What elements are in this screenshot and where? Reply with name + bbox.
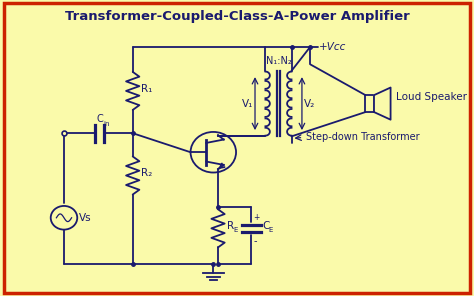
Text: V₁: V₁ <box>242 99 253 109</box>
Text: E: E <box>233 227 237 233</box>
Text: R: R <box>227 221 234 231</box>
Text: +: + <box>254 213 260 222</box>
Text: R₁: R₁ <box>141 84 153 94</box>
Polygon shape <box>374 88 391 120</box>
Text: E: E <box>269 227 273 233</box>
Text: in: in <box>104 121 110 127</box>
Text: R₂: R₂ <box>141 168 153 178</box>
Text: Step-down Transformer: Step-down Transformer <box>306 132 419 142</box>
Bar <box>365 95 374 112</box>
Text: Vs: Vs <box>79 213 92 223</box>
Text: -: - <box>254 236 257 246</box>
Text: V₂: V₂ <box>304 99 315 109</box>
Text: C: C <box>263 221 270 231</box>
Text: C: C <box>96 114 103 124</box>
Text: N₁:N₂: N₁:N₂ <box>265 56 292 66</box>
Text: Loud Speaker: Loud Speaker <box>396 92 467 102</box>
Text: Transformer-Coupled-Class-A-Power Amplifier: Transformer-Coupled-Class-A-Power Amplif… <box>64 10 410 23</box>
Text: +Vcc: +Vcc <box>319 41 346 52</box>
